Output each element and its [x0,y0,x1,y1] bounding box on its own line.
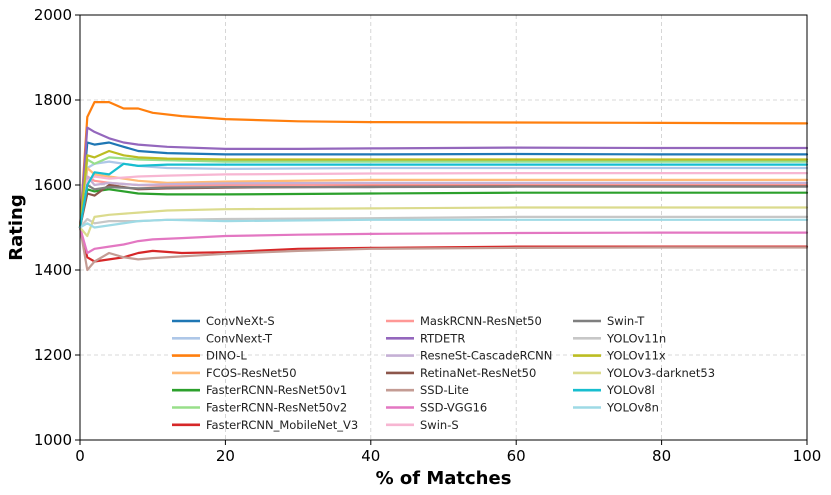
x-tick-label: 20 [216,447,235,465]
y-axis-title: Rating [6,194,27,260]
series-line-yolov8l [78,162,809,229]
plot-frame [79,14,808,441]
series-line-fcos-resnet50 [78,166,809,229]
y-tick-label: 1200 [34,346,72,364]
x-tick-label: 40 [361,447,380,465]
legend-label: Swin-T [607,314,645,328]
legend-label: FasterRCNN_MobileNet_V3 [206,418,358,432]
legend-label: SSD-Lite [420,383,469,397]
x-tick-label: 80 [652,447,671,465]
series-line-ssd-lite [78,226,809,272]
y-tick-label: 1000 [34,431,72,449]
ticks-layer: 0 20 40 60 80 100 1000 1200 1400 1600 1800 2000 [34,6,822,465]
legend-label: YOLOv3-darknet53 [606,366,715,380]
legend-label: MaskRCNN-ResNet50 [420,314,542,328]
series-line-resnest-cascadercnn [78,175,809,229]
series-line-ssd-vgg16 [78,226,809,255]
y-tick-label: 1600 [34,176,72,194]
legend-label: ConvNext-T [206,331,273,345]
series-line-rtdetr [78,126,809,229]
series-line-yolov11n [78,215,809,229]
legend-label: YOLOv11x [606,349,666,363]
legend-label: YOLOv11n [606,331,666,345]
legend-label: FasterRCNN-ResNet50v1 [206,383,347,397]
x-axis-title: % of Matches [376,468,512,489]
y-tick-label: 1400 [34,261,72,279]
x-tick-label: 100 [793,447,822,465]
legend-label: SSD-VGG16 [420,401,487,415]
series-line-dino-l [78,100,809,229]
legend-label: FCOS-ResNet50 [206,366,297,380]
series-line-yolov3-darknet53 [78,206,809,238]
legend-label: Swin-S [420,418,459,432]
series-line-convnext-s [78,141,809,229]
legend-label: ResneSt-CascadeRCNN [420,349,552,363]
legend-label: YOLOv8l [606,383,655,397]
legend-label: RetinaNet-ResNet50 [420,366,536,380]
series-line-convnext-t [78,160,809,229]
series-line-swin-t [78,183,809,229]
legend-label: ConvNeXt-S [206,314,275,328]
x-tick-label: 60 [507,447,526,465]
legend-label: YOLOv8n [606,401,659,415]
series-layer [78,100,809,272]
y-tick-label: 1800 [34,91,72,109]
x-tick-label: 0 [75,447,85,465]
series-line-maskrcnn-resnet50 [78,175,809,229]
legend: ConvNeXt-S ConvNext-T DINO-L FCOS-ResNet50 F… [172,314,715,432]
legend-label: FasterRCNN-ResNet50v2 [206,401,347,415]
legend-label: RTDETR [420,331,465,345]
series-line-fasterrcnn-resnet50v1 [78,188,809,229]
y-tick-label: 2000 [34,6,72,24]
series-line-yolov11x [78,149,809,229]
legend-label: DINO-L [206,349,247,363]
series-line-fasterrcnn-resnet50v2 [78,156,809,229]
series-line-yolov8n [78,218,809,229]
